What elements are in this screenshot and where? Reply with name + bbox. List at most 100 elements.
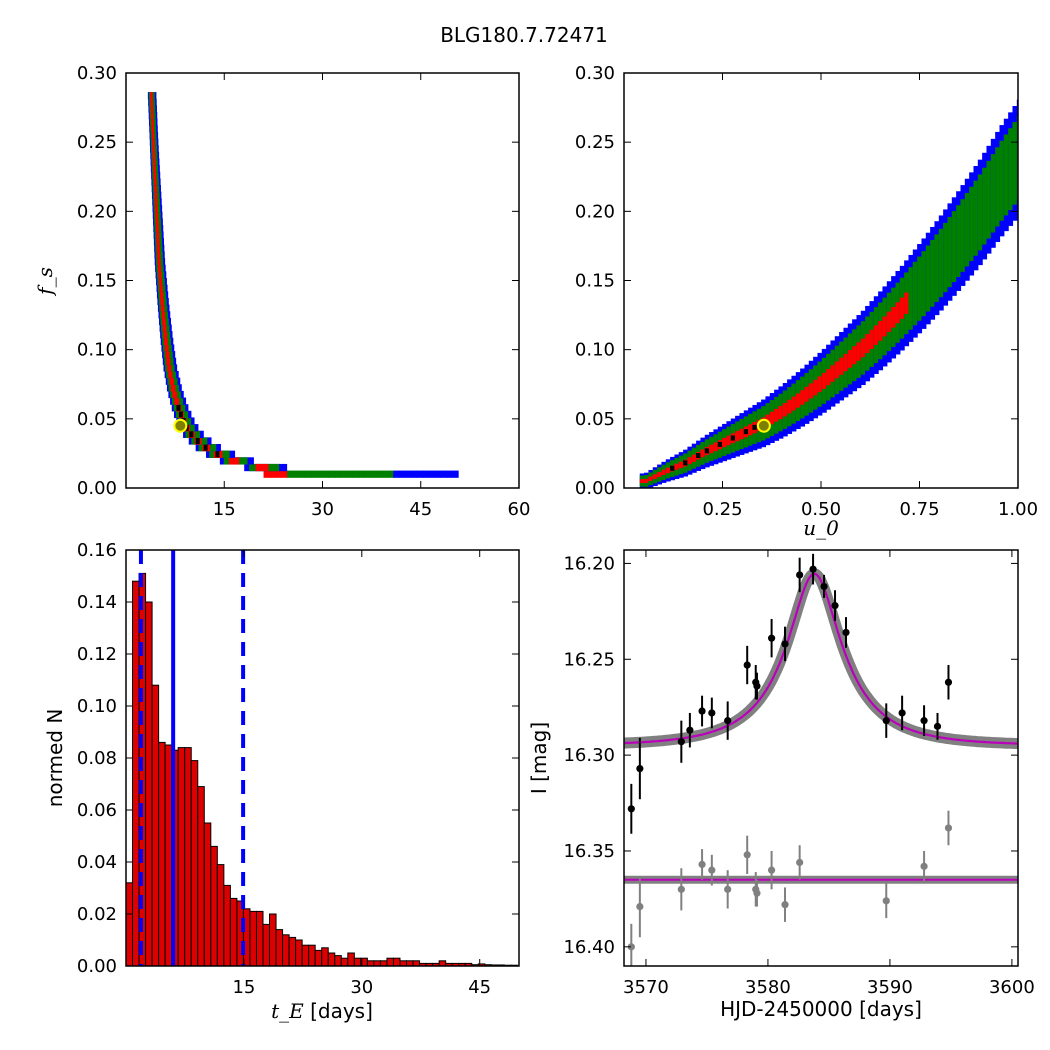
density-cell [369, 470, 377, 478]
density-cell [158, 271, 162, 279]
x-tick-label: 45 [468, 977, 491, 998]
density-cell [999, 140, 1005, 221]
density-cell [172, 390, 178, 399]
density-cell [169, 377, 174, 385]
residual-point [724, 885, 732, 893]
density-cell [340, 470, 347, 478]
histogram-bar [158, 741, 166, 966]
density-cell [722, 437, 728, 448]
density-cell [152, 138, 155, 146]
density-cell [1025, 113, 1030, 198]
te-fs-ylabel-text: f_s [33, 267, 57, 297]
histogram-bar [379, 960, 388, 966]
density-cell [813, 379, 819, 396]
histogram-bar [288, 936, 297, 966]
density-peak-cell [683, 460, 689, 466]
residual-point [636, 902, 644, 911]
density-cell [943, 222, 949, 293]
density-cell [878, 320, 884, 341]
density-cell [150, 112, 154, 120]
x-tick-label: 1.00 [998, 499, 1038, 520]
density-cell [891, 307, 897, 328]
density-cell [156, 231, 160, 239]
data-point [831, 601, 839, 610]
density-cell [748, 424, 754, 436]
histogram-bar [340, 957, 349, 966]
lightcurve-frame [623, 549, 1019, 967]
density-cell [657, 472, 663, 477]
density-cell [164, 337, 168, 346]
x-tick-label: 3590 [867, 977, 913, 998]
density-cell [416, 470, 424, 478]
density-cell [882, 316, 888, 337]
histogram-bars [126, 572, 518, 966]
density-peak-cell [717, 441, 723, 447]
histogram-bar [295, 939, 303, 966]
density-cell [166, 357, 171, 365]
histogram-bar [373, 960, 381, 966]
y-tick-label: 0.05 [575, 409, 615, 430]
density-cell [648, 476, 654, 481]
density-cell [951, 211, 957, 283]
density-cell [847, 350, 853, 368]
density-cell [709, 444, 715, 454]
histogram-bar [275, 929, 284, 966]
density-cell [934, 234, 940, 302]
te-fs-density [147, 92, 459, 478]
lightcurve-plot [624, 553, 1018, 966]
model-curve [624, 572, 1018, 745]
density-cell [363, 470, 371, 478]
residual-point [698, 860, 706, 868]
histogram-xlabel: t_E [days] [271, 999, 373, 1023]
density-cell [908, 267, 914, 330]
density-cell [150, 98, 153, 106]
y-tick-label: 0.15 [77, 271, 117, 292]
y-tick-label: 0.25 [77, 132, 117, 153]
density-cell [869, 329, 875, 349]
residual-point [627, 943, 635, 951]
density-cell [281, 470, 288, 478]
density-cell [956, 205, 962, 277]
x-tick-label: 45 [409, 499, 432, 520]
density-cell [160, 304, 165, 312]
density-cell [912, 261, 918, 326]
x-tick-label: 30 [350, 977, 373, 998]
density-cell [986, 160, 992, 239]
histogram-bar [301, 944, 310, 966]
histogram-bar [145, 601, 153, 966]
density-peak-cell [195, 437, 200, 445]
te-fs-best-fit-marker [173, 418, 188, 433]
density-cell [873, 325, 879, 345]
density-cell [422, 470, 430, 478]
residual-point [944, 824, 953, 832]
x-tick-label: 60 [508, 499, 531, 520]
y-tick-label: 0.10 [77, 696, 117, 717]
density-cell [1021, 114, 1026, 198]
histogram-ylabel: normed N [43, 709, 67, 808]
density-cell [726, 435, 732, 446]
histogram-bar [184, 747, 192, 966]
density-cell [964, 193, 970, 267]
histogram-percentile-lines [138, 550, 246, 966]
density-cell [150, 92, 153, 100]
density-peak-cell [704, 448, 710, 454]
u0-fs-best-fit-marker [756, 418, 771, 433]
density-cell [739, 428, 745, 440]
histogram-bar [353, 957, 362, 966]
y-tick-label: 0.10 [77, 340, 117, 361]
histogram-bar [399, 960, 408, 966]
y-tick-label: 0.08 [77, 748, 117, 769]
density-cell [1008, 128, 1014, 211]
density-cell [440, 470, 447, 478]
density-cell [316, 470, 324, 478]
density-cell [947, 217, 953, 288]
histogram-ticks: 15 30 45 0.00 0.02 0.04 0.06 0.08 0.10 0.12 0.14 0.… [77, 540, 519, 998]
residual-point [796, 858, 804, 867]
best-fit-circle [173, 418, 188, 433]
density-cell [167, 364, 172, 372]
density-cell [346, 470, 353, 478]
data-point [627, 805, 635, 813]
histogram-bar [255, 910, 264, 966]
density-cell [393, 470, 400, 478]
data-point [920, 717, 928, 725]
